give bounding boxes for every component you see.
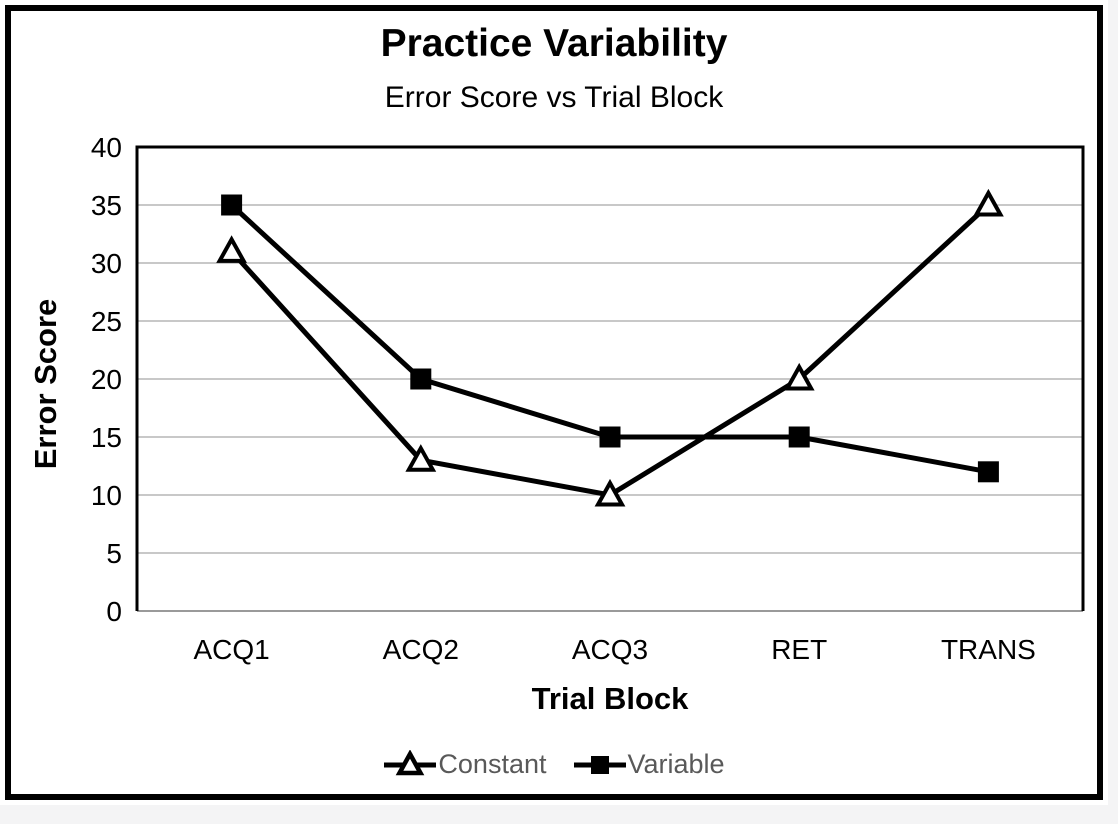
series-markers: [216, 188, 1004, 507]
y-tick-label: 25: [91, 306, 122, 337]
data-point-marker: [599, 426, 621, 448]
data-point-marker: [216, 235, 248, 263]
data-point-marker: [594, 478, 626, 507]
data-point-marker: [972, 188, 1004, 217]
slide: Practice Variability Error Score vs Tria…: [0, 0, 1108, 805]
data-point-marker: [410, 368, 432, 390]
data-point-marker: [783, 362, 815, 391]
y-tick-label: 30: [91, 248, 122, 279]
y-tick-label: 0: [106, 596, 122, 627]
data-point-marker: [405, 444, 437, 472]
legend-item-variable: Variable: [573, 749, 725, 780]
y-tick-label: 15: [91, 422, 122, 453]
x-category-labels: ACQ1 ACQ2 ACQ3 RET TRANS: [193, 634, 1035, 665]
data-point-marker: [221, 194, 243, 216]
plot-border-line: [135, 145, 1085, 611]
data-point-marker: [977, 461, 999, 483]
legend-label-constant: Constant: [438, 749, 547, 779]
chart-frame: [5, 5, 1103, 800]
legend-label-variable: Variable: [627, 749, 725, 779]
y-tick-label: 35: [91, 190, 122, 221]
category-label: TRANS: [941, 634, 1036, 665]
y-tick-label: 40: [91, 132, 122, 163]
legend: Constant Variable: [0, 749, 1108, 780]
category-label: ACQ2: [383, 634, 459, 665]
category-label: ACQ1: [193, 634, 269, 665]
chart-subtitle: Error Score vs Trial Block: [384, 81, 724, 114]
category-label: ACQ3: [572, 634, 648, 665]
series-lines: [229, 203, 991, 498]
square-marker-icon: [573, 755, 626, 774]
x-axis-title: Trial Block: [531, 681, 689, 716]
data-point-marker: [788, 426, 810, 448]
y-tick-labels: 0 5 10 15 20 25 30 35 40: [91, 132, 122, 627]
legend-item-constant: Constant: [383, 749, 547, 780]
plot-area: 0 5 10 15 20 25 30 35 40 ACQ1 ACQ2 ACQ3 RET TRANS: [91, 132, 1085, 665]
y-tick-label: 10: [91, 480, 122, 511]
category-label: RET: [771, 634, 827, 665]
plot-border: [135, 145, 1085, 612]
y-tick-label: 20: [91, 364, 122, 395]
y-tick-label: 5: [106, 538, 122, 569]
chart-title: Practice Variability: [380, 22, 728, 65]
triangle-marker-icon: [384, 749, 437, 775]
